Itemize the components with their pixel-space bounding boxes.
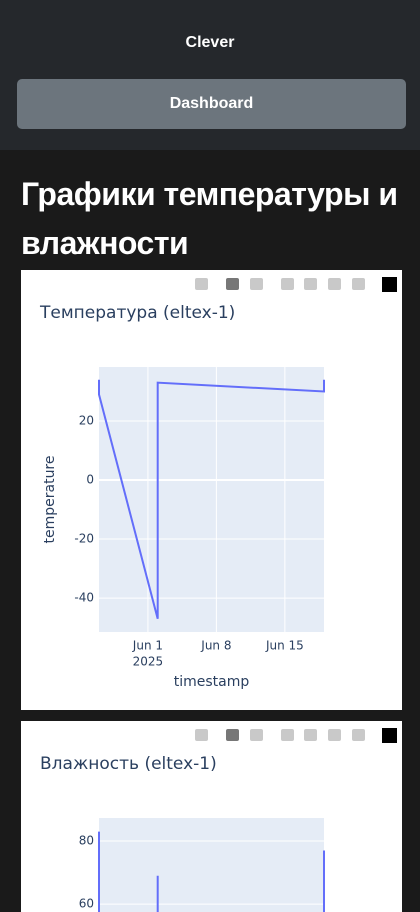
modebar-zoom[interactable] [226,729,239,741]
modebar-pan[interactable] [250,278,263,290]
chart: Температура (eltex-1) Jun 1 2025 Jun 8 Jun 1… [39,277,397,690]
x-tick-label: Jun 8 [200,639,231,653]
chart-card: Температура (eltex-1) Jun 1 2025 Jun 8 Jun 1… [21,270,402,710]
modebar-reset[interactable] [352,278,365,290]
y-tick-label: 0 [86,473,94,487]
y-tick-label: 20 [79,414,94,428]
modebar-autoscale[interactable] [328,278,341,290]
modebar-zoom-out[interactable] [304,729,317,741]
modebar-autoscale[interactable] [328,729,341,741]
modebar-zoom-out[interactable] [304,278,317,290]
navbar: Clever Dashboard [0,0,420,150]
chart-title: Температура (eltex-1) [39,303,235,323]
chart: Влажность (eltex-1) 60 80 [40,728,397,912]
x-tick-label: Jun 15 [265,639,304,653]
modebar-camera[interactable] [195,729,208,741]
y-axis-title: temperature [42,456,58,544]
plotly-logo[interactable] [382,728,397,743]
y-tick-label: 80 [79,834,94,848]
brand[interactable]: Clever [185,34,235,51]
modebar-reset[interactable] [352,729,365,741]
x-tick-label: Jun 1 [132,639,163,653]
plotly-logo[interactable] [382,277,397,292]
page-heading: Графики температуры и влажности [21,176,398,261]
y-tick-label: -20 [74,532,94,546]
modebar-camera[interactable] [195,278,208,290]
chart-title: Влажность (eltex-1) [40,754,217,774]
dashboard-button[interactable]: Dashboard [17,79,406,129]
modebar-pan[interactable] [250,729,263,741]
data-line [98,379,325,619]
y-tick-label: 60 [79,897,94,911]
modebar-zoom[interactable] [226,278,239,290]
chart-card: Влажность (eltex-1) 60 80 [21,721,402,912]
plot-area [99,818,324,912]
y-tick-label: -40 [74,591,94,605]
plot-area [99,367,324,632]
x-axis-title: timestamp [174,674,250,690]
modebar-zoom-in[interactable] [281,278,294,290]
modebar-zoom-in[interactable] [281,729,294,741]
x-tick-year: 2025 [133,655,164,669]
